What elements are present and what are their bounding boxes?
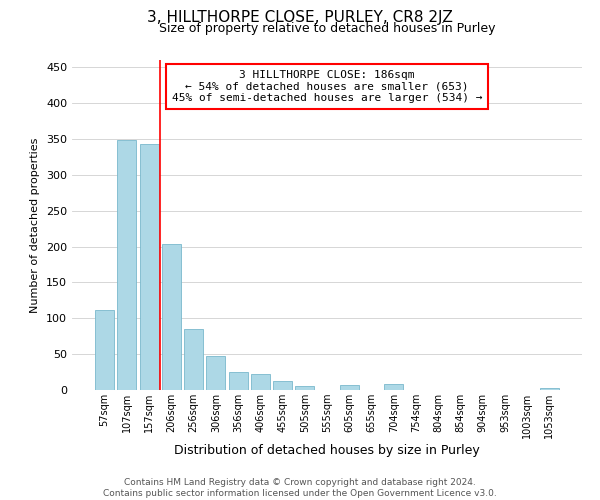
X-axis label: Distribution of detached houses by size in Purley: Distribution of detached houses by size … <box>174 444 480 456</box>
Bar <box>251 374 270 390</box>
Bar <box>540 388 559 390</box>
Y-axis label: Number of detached properties: Number of detached properties <box>31 138 40 312</box>
Bar <box>184 329 203 390</box>
Bar <box>206 356 225 390</box>
Bar <box>295 386 314 390</box>
Bar <box>162 244 181 390</box>
Bar <box>95 310 114 390</box>
Title: Size of property relative to detached houses in Purley: Size of property relative to detached ho… <box>159 22 495 35</box>
Bar <box>118 140 136 390</box>
Text: 3, HILLTHORPE CLOSE, PURLEY, CR8 2JZ: 3, HILLTHORPE CLOSE, PURLEY, CR8 2JZ <box>147 10 453 25</box>
Bar <box>273 382 292 390</box>
Bar <box>340 385 359 390</box>
Text: Contains HM Land Registry data © Crown copyright and database right 2024.
Contai: Contains HM Land Registry data © Crown c… <box>103 478 497 498</box>
Bar <box>384 384 403 390</box>
Bar <box>229 372 248 390</box>
Bar <box>140 144 158 390</box>
Text: 3 HILLTHORPE CLOSE: 186sqm
← 54% of detached houses are smaller (653)
45% of sem: 3 HILLTHORPE CLOSE: 186sqm ← 54% of deta… <box>172 70 482 103</box>
